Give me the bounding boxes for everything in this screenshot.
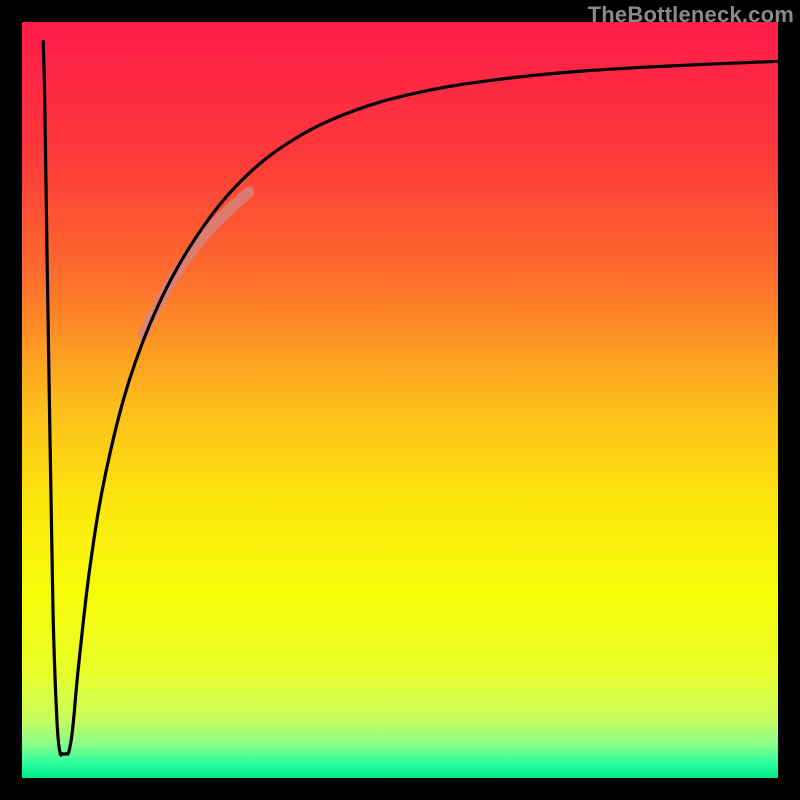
gradient-background <box>22 22 778 778</box>
watermark-label: TheBottleneck.com <box>588 2 794 28</box>
bottleneck-curve-chart <box>0 0 800 800</box>
chart-container: TheBottleneck.com <box>0 0 800 800</box>
